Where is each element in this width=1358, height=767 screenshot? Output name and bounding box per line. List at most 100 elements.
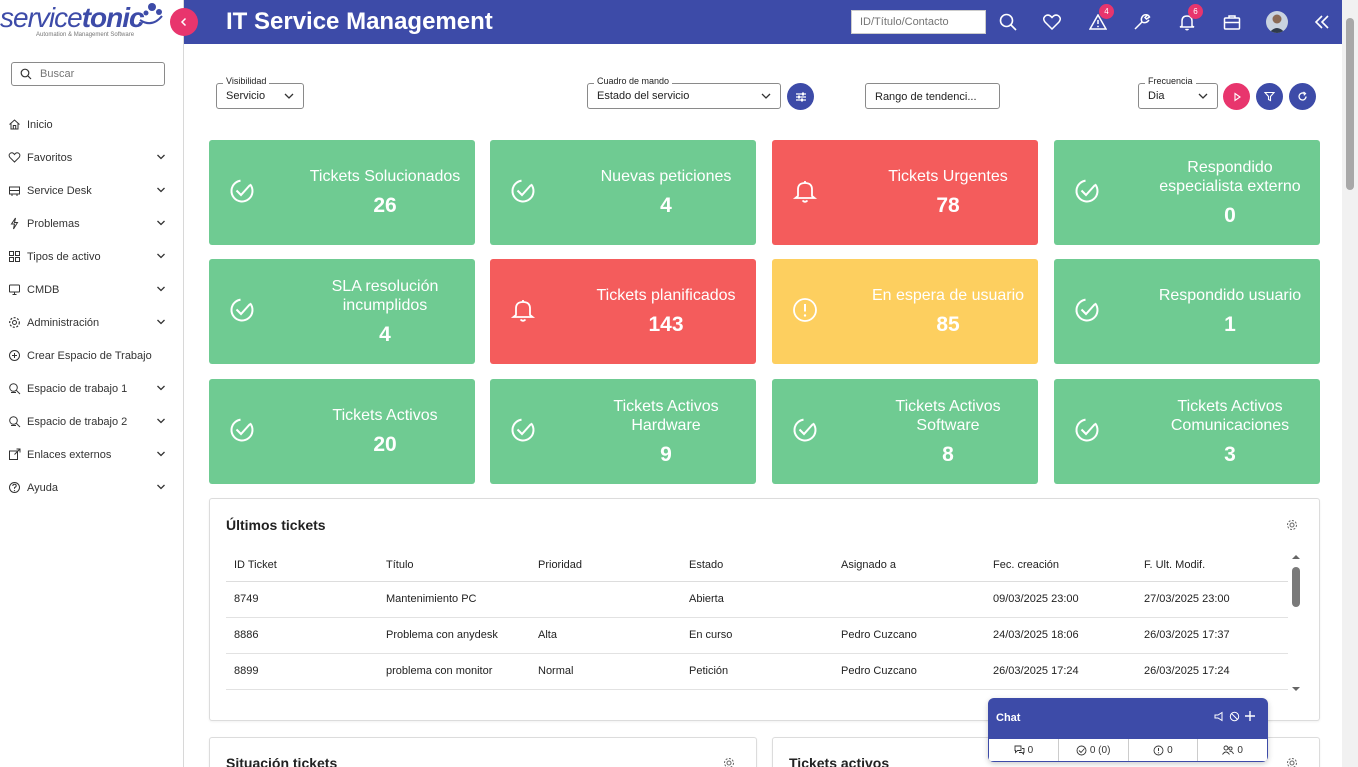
kpi-tile[interactable]: Tickets Solucionados 26 [209, 140, 475, 245]
servicetonic-logo[interactable]: servicetonic Automation & Management Sof… [0, 0, 170, 44]
warning-icon [1089, 14, 1107, 30]
chat-stat-resolved[interactable]: 0 (0) [1059, 739, 1129, 761]
page-scrollbar-thumb[interactable] [1346, 18, 1354, 190]
sidebar-item-crear-espacio-de-trabajo[interactable]: Crear Espacio de Trabajo [0, 339, 183, 372]
sidebar-item-cmdb[interactable]: CMDB [0, 273, 183, 306]
column-header[interactable]: Estado [681, 549, 833, 582]
sidebar-item-tipos-de-activo[interactable]: Tipos de activo [0, 240, 183, 273]
notifications-button[interactable]: 6 [1175, 4, 1203, 34]
chat-stat-agents[interactable]: 0 [1198, 739, 1267, 761]
gear-icon[interactable] [1286, 757, 1298, 767]
kpi-tile-value: 4 [379, 322, 391, 346]
dashboard-settings-button[interactable] [787, 83, 814, 110]
sidebar-item-espacio-de-trabajo-1[interactable]: Espacio de trabajo 1 [0, 372, 183, 405]
header-search-input[interactable] [851, 10, 986, 34]
chevron-down-icon[interactable] [156, 482, 166, 495]
kpi-tile[interactable]: Tickets Activos Comunicaciones 3 [1054, 379, 1320, 484]
chevron-down-icon[interactable] [156, 383, 166, 396]
table-row[interactable]: 8899 problema con monitor Normal Petición Pe… [226, 653, 1288, 690]
trend-range-input[interactable]: Rango de tendenci... [865, 83, 1000, 109]
page-scrollbar[interactable] [1342, 0, 1358, 767]
kpi-tile[interactable]: Respondido especialista externo 0 [1054, 140, 1320, 245]
notifications-badge: 6 [1188, 4, 1203, 19]
sliders-icon [795, 92, 806, 101]
favorites-button[interactable] [1040, 10, 1064, 34]
kpi-tile[interactable]: Respondido usuario 1 [1054, 259, 1320, 364]
double-chevron-left-icon [1314, 15, 1329, 29]
play-button[interactable] [1223, 83, 1250, 110]
kpi-tile[interactable]: Nuevas peticiones 4 [490, 140, 756, 245]
tools-button[interactable] [1130, 10, 1154, 34]
search-button[interactable] [996, 10, 1020, 34]
visibility-select[interactable]: Visibilidad Servicio [216, 76, 304, 109]
portfolio-button[interactable] [1220, 10, 1244, 34]
collapse-header-button[interactable] [1310, 10, 1334, 34]
sidebar-item-administración[interactable]: Administración [0, 306, 183, 339]
column-header[interactable]: ID Ticket [226, 549, 378, 582]
gear-icon[interactable] [1286, 519, 1298, 531]
tickets-scrollbar[interactable] [1290, 553, 1302, 693]
column-header[interactable]: Prioridad [530, 549, 681, 582]
column-header[interactable]: Fec. creación [985, 549, 1136, 582]
kpi-tile-body: Tickets Urgentes 78 [858, 140, 1038, 245]
chat-header[interactable]: Chat [988, 698, 1268, 738]
agents-icon [1222, 745, 1235, 755]
table-row[interactable]: 8886 Problema con anydesk Alta En curso Pedr… [226, 617, 1288, 654]
plus-icon[interactable] [1244, 710, 1256, 722]
frequency-select[interactable]: Frecuencia Dia [1138, 76, 1218, 109]
search-icon [20, 68, 32, 80]
megaphone-icon[interactable] [1214, 711, 1225, 722]
chevron-down-icon[interactable] [156, 317, 166, 330]
sidebar-item-problemas[interactable]: Problemas [0, 207, 183, 240]
alerts-button[interactable]: 4 [1086, 4, 1114, 34]
sidebar-item-inicio[interactable]: Inicio [0, 108, 183, 141]
chevron-down-icon[interactable] [156, 185, 166, 198]
column-header[interactable]: Título [378, 549, 530, 582]
sidebar-item-favoritos[interactable]: Favoritos [0, 141, 183, 174]
tickets-scrollbar-thumb[interactable] [1292, 567, 1300, 607]
kpi-tile[interactable]: Tickets planificados 143 [490, 259, 756, 364]
sidebar-item-ayuda[interactable]: Ayuda [0, 471, 183, 504]
chevron-down-icon[interactable] [156, 251, 166, 264]
table-cell: 26/03/2025 17:24 [1136, 653, 1288, 690]
chevron-down-icon[interactable] [156, 152, 166, 165]
column-header[interactable]: F. Ult. Modif. [1136, 549, 1288, 582]
gear-icon[interactable] [723, 757, 735, 767]
kpi-tile-body: Respondido especialista externo 0 [1140, 140, 1320, 245]
kpi-tile[interactable]: Tickets Activos Hardware 9 [490, 379, 756, 484]
chat-stat-conversations[interactable]: 0 [989, 739, 1059, 761]
filter-button[interactable] [1256, 83, 1283, 110]
bell-icon [510, 297, 536, 323]
sidebar-item-label: Espacio de trabajo 1 [27, 382, 128, 395]
user-avatar[interactable] [1266, 11, 1288, 33]
collapse-sidebar-button[interactable] [170, 8, 198, 36]
chevron-down-icon[interactable] [156, 449, 166, 462]
table-row[interactable]: 8749 Mantenimiento PC Abierta 09/03/2025 23… [226, 581, 1288, 618]
refresh-button[interactable] [1289, 83, 1316, 110]
kpi-tile[interactable]: Tickets Urgentes 78 [772, 140, 1038, 245]
kpi-tile[interactable]: Tickets Activos Software 8 [772, 379, 1038, 484]
dashboard-select[interactable]: Cuadro de mando Estado del servicio [587, 76, 781, 109]
sidebar-search[interactable] [11, 62, 165, 86]
monitor-icon [7, 283, 21, 297]
kpi-tile[interactable]: Tickets Activos 20 [209, 379, 475, 484]
mute-icon[interactable] [1229, 711, 1240, 722]
kpi-tile[interactable]: SLA resolución incumplidos 4 [209, 259, 475, 364]
chat-widget[interactable]: Chat 0 0 (0) 0 0 [988, 698, 1268, 762]
sidebar-item-enlaces-externos[interactable]: Enlaces externos [0, 438, 183, 471]
external-link-icon [7, 448, 21, 462]
column-header[interactable]: Asignado a [833, 549, 985, 582]
sidebar-item-espacio-de-trabajo-2[interactable]: Espacio de trabajo 2 [0, 405, 183, 438]
chevron-down-icon[interactable] [156, 416, 166, 429]
sidebar-item-service-desk[interactable]: Service Desk [0, 174, 183, 207]
kpi-tile-value: 3 [1224, 442, 1236, 466]
scroll-up-icon[interactable] [1290, 553, 1302, 561]
scroll-down-icon[interactable] [1290, 685, 1302, 693]
kpi-tile[interactable]: En espera de usuario 85 [772, 259, 1038, 364]
table-cell: 26/03/2025 17:37 [1136, 617, 1288, 654]
sidebar-search-input[interactable] [40, 68, 150, 80]
chat-stat-pending[interactable]: 0 [1129, 739, 1199, 761]
chevron-down-icon[interactable] [156, 284, 166, 297]
chevron-down-icon[interactable] [156, 218, 166, 231]
sidebar-item-label: Service Desk [27, 184, 92, 197]
